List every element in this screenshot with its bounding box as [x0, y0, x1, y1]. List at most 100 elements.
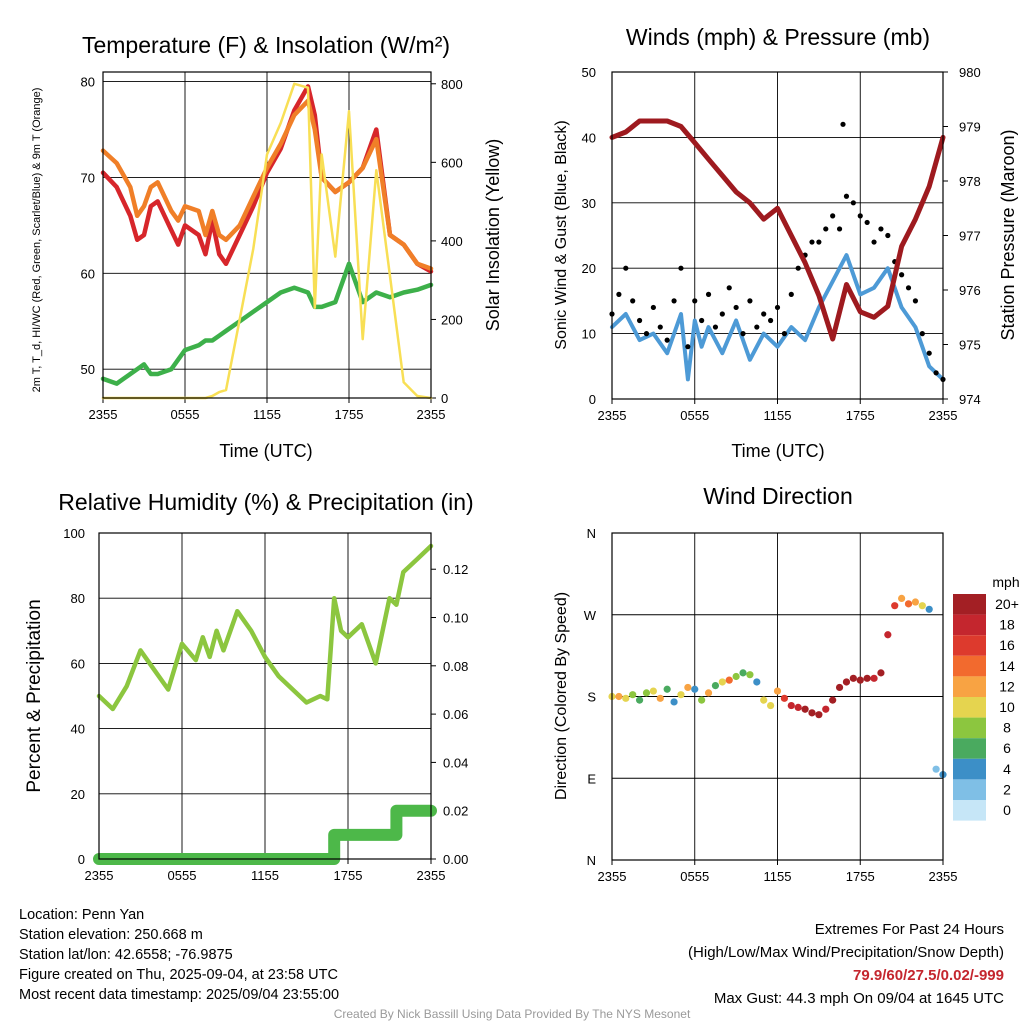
credit-line: Created By Nick Bassill Using Data Provi…	[333, 1007, 691, 1021]
gust-point	[740, 331, 746, 337]
dir-y-tick-label: N	[587, 853, 596, 868]
direction-point	[663, 685, 671, 693]
station-info: Location: Penn Yan Station elevation: 25…	[19, 905, 339, 1005]
direction-point	[773, 687, 782, 695]
legend-label: 10	[999, 699, 1015, 715]
wind-y-right-tick-label: 979	[959, 120, 981, 135]
series-9m-t	[100, 98, 434, 271]
wind-y-right-tick-label: 976	[959, 283, 981, 298]
wind-x-tick-label: 1755	[846, 408, 875, 423]
gust-point	[816, 239, 822, 245]
direction-point	[801, 705, 809, 713]
direction-point	[898, 594, 906, 603]
direction-point	[911, 598, 920, 606]
temp-x-tick-label: 2355	[89, 407, 118, 422]
rh-y-right-tick-label: 0.06	[443, 707, 468, 722]
dir-x-tick-label: 1155	[764, 869, 792, 884]
direction-point	[787, 701, 795, 710]
series-relative-humidity	[96, 543, 434, 712]
rh-y-tick-label: 80	[71, 591, 85, 606]
gust-point	[836, 226, 843, 232]
direction-point	[691, 685, 699, 693]
direction-point	[635, 696, 644, 704]
gust-point	[733, 304, 739, 311]
dir-plot-frame	[611, 532, 944, 861]
direction-point	[842, 678, 851, 686]
legend-label: 16	[999, 637, 1015, 653]
wind-chart-title: Winds (mph) & Pressure (mb)	[626, 24, 930, 50]
dir-x-tick-label: 0555	[680, 869, 709, 884]
gust-point	[636, 317, 643, 324]
gust-point	[616, 291, 622, 297]
temp-y-right-tick-label: 600	[441, 155, 463, 170]
gust-point	[643, 331, 650, 337]
gust-point	[899, 272, 905, 278]
direction-point	[746, 671, 754, 679]
direction-point	[815, 711, 823, 719]
legend-label: 6	[1003, 740, 1011, 756]
wind-y-tick-label: 30	[582, 196, 596, 211]
rh-x-tick-label: 1155	[251, 868, 279, 883]
gust-point	[830, 213, 836, 219]
direction-point	[780, 694, 788, 702]
gust-point	[761, 311, 767, 317]
gust-point	[623, 265, 629, 271]
gust-point	[843, 193, 850, 199]
dir-x-tick-label: 2355	[929, 869, 958, 884]
gust-point	[885, 232, 891, 239]
gust-point	[774, 304, 781, 311]
temp-x-tick-label: 1155	[253, 407, 281, 422]
wind-y-tick-label: 10	[582, 327, 596, 342]
legend-label: 20+	[995, 596, 1019, 612]
gust-point	[912, 298, 919, 304]
legend-swatch	[953, 738, 986, 759]
extremes-subtitle: (High/Low/Max Wind/Precipitation/Snow De…	[688, 944, 1004, 961]
gust-point	[919, 331, 925, 337]
direction-point	[932, 765, 940, 773]
direction-point	[704, 689, 713, 697]
gust-point	[692, 298, 698, 304]
temp-y-right-tick-label: 0	[441, 391, 448, 406]
dir-y-tick-label: N	[587, 526, 596, 541]
legend-swatch	[953, 697, 986, 718]
direction-point	[677, 691, 685, 699]
rh-y-right-tick-label: 0.02	[443, 804, 468, 819]
direction-point	[711, 682, 720, 690]
direction-point	[870, 674, 878, 682]
direction-point	[725, 676, 733, 684]
rh-x-tick-label: 0555	[168, 868, 197, 883]
wind-y-tick-label: 20	[582, 261, 596, 276]
rh-y-tick-label: 20	[71, 787, 85, 802]
extremes-values: 79.9/60/27.5/0.02/-999	[853, 967, 1004, 984]
recent-timestamp: Most recent data timestamp: 2025/09/04 2…	[19, 987, 340, 1003]
legend-label: 12	[999, 678, 1015, 694]
gust-point	[685, 344, 691, 350]
temp-x-tick-label: 1755	[335, 407, 364, 422]
gust-point	[781, 331, 787, 337]
gust-point	[650, 304, 656, 311]
legend-title: mph	[992, 574, 1019, 590]
figure-created: Figure created on Thu, 2025-09-04, at 23…	[19, 967, 338, 983]
direction-point	[835, 683, 844, 692]
gust-point	[857, 213, 863, 219]
temp-x-tick-label: 0555	[171, 407, 200, 422]
wind-y-tick-label: 0	[589, 392, 596, 407]
legend-label: 2	[1003, 781, 1011, 797]
wind-x-tick-label: 1155	[764, 408, 792, 423]
legend-label: 4	[1003, 761, 1011, 777]
legend-swatch	[953, 594, 986, 615]
direction-point	[767, 701, 775, 710]
rh-y-tick-label: 40	[71, 722, 85, 737]
rh-chart-title: Relative Humidity (%) & Precipitation (i…	[58, 489, 473, 515]
legend-swatch	[953, 676, 986, 697]
temp-plot-frame	[102, 71, 432, 399]
wind-x-tick-label: 2355	[598, 408, 627, 423]
direction-point	[760, 696, 768, 704]
wind-x-tick-label: 0555	[680, 408, 709, 423]
extremes-panel: Extremes For Past 24 Hours (High/Low/Max…	[688, 918, 1004, 1010]
gust-point	[788, 291, 794, 297]
direction-point	[822, 705, 830, 713]
wind-y-tick-label: 50	[582, 65, 596, 80]
gust-point	[726, 285, 732, 291]
gust-point	[795, 265, 801, 271]
